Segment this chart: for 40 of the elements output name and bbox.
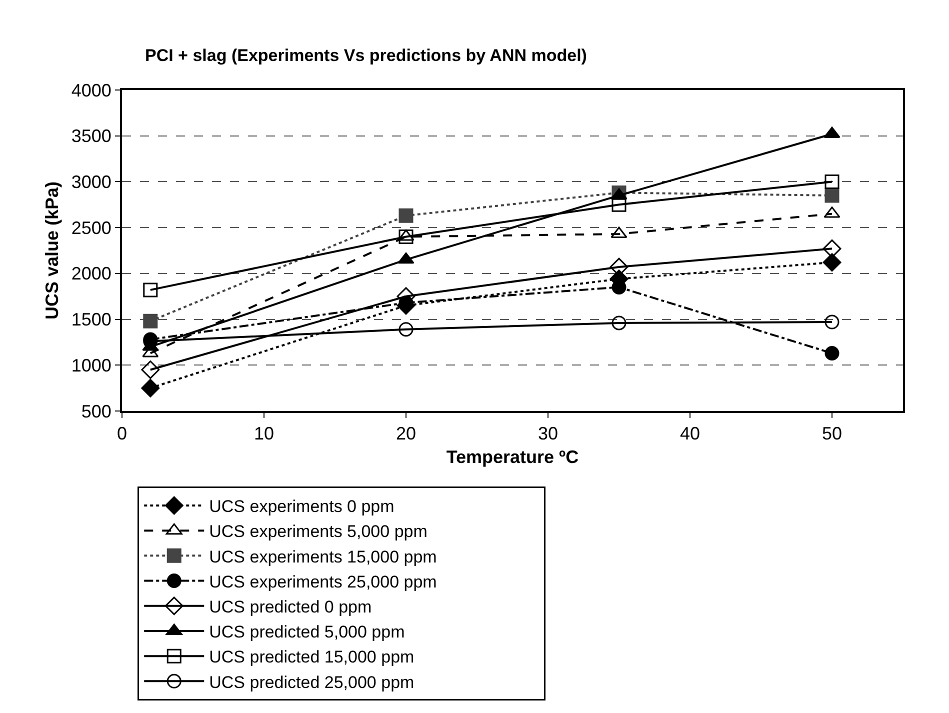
- point: [141, 360, 160, 379]
- legend-label: UCS predicted 0 ppm: [209, 598, 372, 617]
- y-tick-label: 4000: [71, 80, 112, 100]
- point: [398, 322, 414, 337]
- x-tick-label: 50: [822, 424, 842, 444]
- chart-title: PCI + slag (Experiments Vs predictions by ANN model): [145, 46, 587, 65]
- point: [398, 208, 414, 223]
- y-tick-label: 1000: [71, 355, 112, 376]
- point: [824, 174, 840, 189]
- point: [824, 314, 840, 330]
- x-tick-label: 30: [538, 424, 558, 444]
- point: [824, 188, 840, 203]
- legend-label: UCS experiments 25,000 ppm: [209, 572, 437, 592]
- y-tick-label: 500: [81, 401, 112, 422]
- x-tick-label: 0: [116, 424, 128, 444]
- legend-label: UCS predicted 5,000 ppm: [209, 622, 405, 642]
- y-tick-label: 2500: [71, 218, 112, 238]
- y-tick-label: 2000: [71, 264, 112, 284]
- y-tick-label: 3000: [71, 172, 112, 192]
- legend-label: UCS experiments 0 ppm: [209, 497, 394, 516]
- legend-label: UCS predicted 25,000 ppm: [209, 672, 414, 692]
- point: [612, 316, 626, 330]
- point: [141, 378, 160, 398]
- legend-label: UCS experiments 5,000 ppm: [209, 522, 428, 542]
- x-tick-label: 10: [254, 424, 274, 444]
- legend-label: UCS experiments 15,000 ppm: [209, 547, 437, 566]
- x-tick-label: 40: [680, 424, 700, 444]
- point: [824, 126, 840, 138]
- x-tick-label: 20: [396, 424, 416, 444]
- x-axis-title: Temperature ºC: [446, 447, 579, 468]
- point: [824, 346, 840, 360]
- point: [822, 253, 842, 272]
- point: [143, 282, 158, 298]
- y-axis-title: UCS value (kPa): [42, 181, 62, 320]
- y-tick-label: 3500: [71, 126, 112, 146]
- y-tick-label: 1500: [71, 310, 112, 330]
- point: [143, 314, 158, 328]
- point: [398, 252, 414, 264]
- legend-label: UCS predicted 15,000 ppm: [209, 648, 414, 667]
- point: [612, 197, 626, 212]
